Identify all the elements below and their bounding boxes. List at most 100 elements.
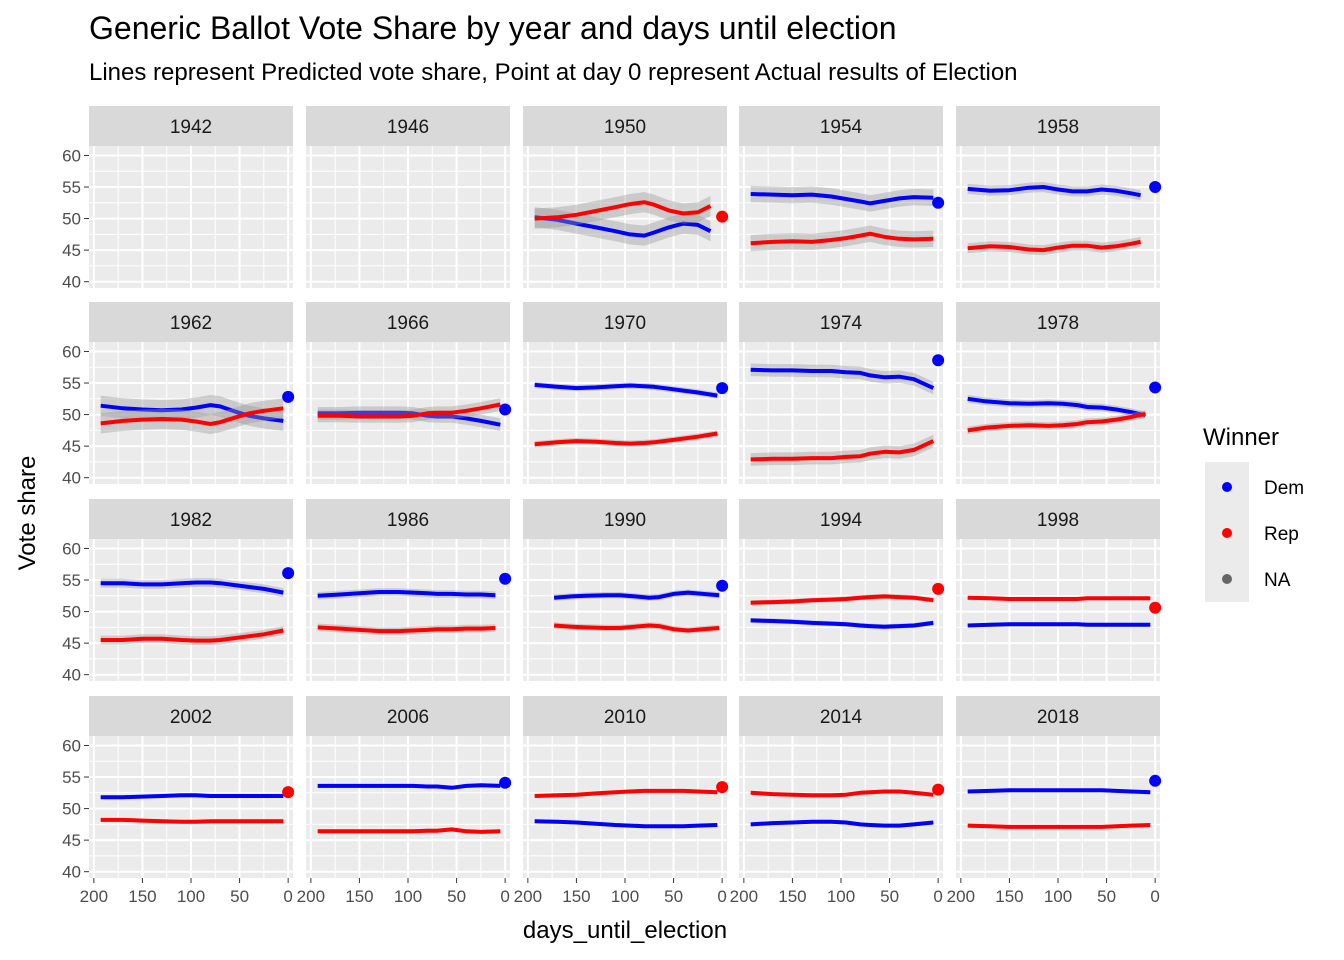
dem-predicted-line: [100, 580, 284, 595]
rep-predicted-line: [534, 200, 712, 221]
x-tick-label: 150: [128, 887, 156, 906]
dem-predicted-line: [100, 793, 284, 800]
x-tick-label: 100: [177, 887, 205, 906]
x-tick-label: 150: [995, 887, 1023, 906]
actual-result-point: [932, 582, 945, 595]
actual-result-point: [499, 403, 512, 416]
facet-panel-1962: 1962 40 45 50 55 60: [62, 302, 295, 488]
rep-predicted-line: [967, 239, 1141, 253]
facet-strip: [739, 302, 943, 342]
actual-result-point: [716, 781, 729, 794]
facet-panel-1970: 1970: [523, 302, 729, 484]
rep-predicted-line: [967, 823, 1151, 829]
facet-panel-1986: 1986: [306, 499, 512, 681]
facet-strip: [89, 499, 293, 539]
rep-confidence-band: [967, 236, 1141, 256]
facet-panel-1982: 1982 40 45 50 55 60: [62, 499, 295, 685]
y-tick-label: 55: [62, 374, 81, 393]
dem-predicted-line: [750, 367, 935, 390]
rep-predicted-line: [100, 628, 284, 643]
x-tick-label: 100: [1044, 887, 1072, 906]
facet-strip-label: 2018: [1037, 707, 1079, 728]
legend-title: Winner: [1203, 424, 1279, 451]
facet-strip-label: 1998: [1037, 510, 1079, 531]
dem-confidence-band: [967, 182, 1141, 201]
x-axis-title: days_until_election: [523, 917, 727, 944]
facet-strip-label: 1950: [604, 117, 646, 138]
facet-strip-label: 1958: [1037, 117, 1079, 138]
facet-panel-2010: 2010 200 150 100 50 0: [514, 696, 729, 906]
facet-panel-1958: 1958: [956, 106, 1162, 288]
facet-strip: [956, 499, 1160, 539]
y-axis-title: Vote share: [14, 456, 41, 571]
y-tick-label: 50: [62, 406, 81, 425]
facet-panel-2006: 2006 200 150 100 50 0: [297, 696, 512, 906]
facet-strip: [523, 499, 727, 539]
facet-strip: [739, 106, 943, 146]
y-tick-label: 60: [62, 342, 81, 361]
x-tick-label: 100: [827, 887, 855, 906]
rep-predicted-line: [534, 788, 718, 798]
rep-confidence-band: [534, 192, 711, 229]
facet-strip: [739, 696, 943, 736]
x-tick-label: 150: [778, 887, 806, 906]
y-tick-label: 45: [62, 437, 81, 456]
dem-predicted-line: [534, 215, 712, 238]
facet-panel-1994: 1994: [739, 499, 945, 681]
y-tick-label: 60: [62, 539, 81, 558]
dem-predicted-line: [534, 819, 718, 829]
dem-confidence-band: [100, 395, 284, 431]
actual-result-point: [932, 783, 945, 796]
dem-predicted-line: [553, 590, 720, 600]
x-tick-label: 200: [297, 887, 325, 906]
facet-strip-label: 1982: [170, 510, 212, 531]
y-tick-label: 40: [62, 273, 81, 292]
rep-predicted-line: [967, 595, 1151, 601]
facet-panel-1990: 1990: [523, 499, 729, 681]
actual-result-point: [716, 210, 729, 223]
facet-strip-label: 1974: [820, 313, 863, 334]
legend-label-dem: Dem: [1264, 478, 1304, 499]
actual-result-point: [499, 776, 512, 789]
x-tick-label: 0: [283, 887, 292, 906]
facet-strip-label: 1946: [387, 117, 429, 138]
legend: Winner Dem Rep NA: [1203, 424, 1304, 602]
actual-result-point: [1149, 381, 1162, 394]
facet-panel-2014: 2014 200 150 100 50 0: [730, 696, 945, 906]
x-tick-label: 0: [500, 887, 509, 906]
facet-strip: [89, 302, 293, 342]
facet-strip: [523, 696, 727, 736]
facet-strip-label: 2014: [820, 707, 863, 728]
facet-strip-label: 1970: [604, 313, 646, 334]
actual-result-point: [499, 572, 512, 585]
y-tick-label: 55: [62, 178, 81, 197]
facet-strip: [956, 302, 1160, 342]
y-tick-label: 50: [62, 210, 81, 229]
actual-result-point: [716, 579, 729, 592]
facet-strip: [739, 499, 943, 539]
y-tick-label: 55: [62, 571, 81, 590]
actual-result-point: [282, 390, 295, 403]
rep-confidence-band: [967, 410, 1146, 435]
y-tick-label: 40: [62, 863, 81, 882]
rep-predicted-line: [750, 594, 934, 605]
y-tick-label: 60: [62, 146, 81, 165]
y-tick-label: 50: [62, 603, 81, 622]
rep-confidence-band: [100, 398, 284, 435]
x-tick-label: 50: [1097, 887, 1116, 906]
x-tick-label: 150: [562, 887, 590, 906]
actual-result-point: [282, 786, 295, 799]
facet-strip: [306, 696, 510, 736]
facet-strip: [306, 499, 510, 539]
actual-result-point: [932, 196, 945, 209]
facet-panels: 1942 40 45 50 55 60 1946 1950 1954 1958 1962 40 45 50…: [62, 106, 1162, 906]
facet-strip: [956, 106, 1160, 146]
dem-predicted-line: [750, 618, 934, 629]
dem-predicted-line: [100, 403, 284, 423]
x-tick-label: 50: [664, 887, 683, 906]
facet-panel-1974: 1974: [739, 302, 945, 484]
facet-panel-1950: 1950: [523, 106, 729, 288]
legend-key-na: [1222, 574, 1232, 584]
dem-predicted-line: [967, 396, 1146, 418]
legend-entries: Dem Rep NA: [1222, 478, 1304, 591]
